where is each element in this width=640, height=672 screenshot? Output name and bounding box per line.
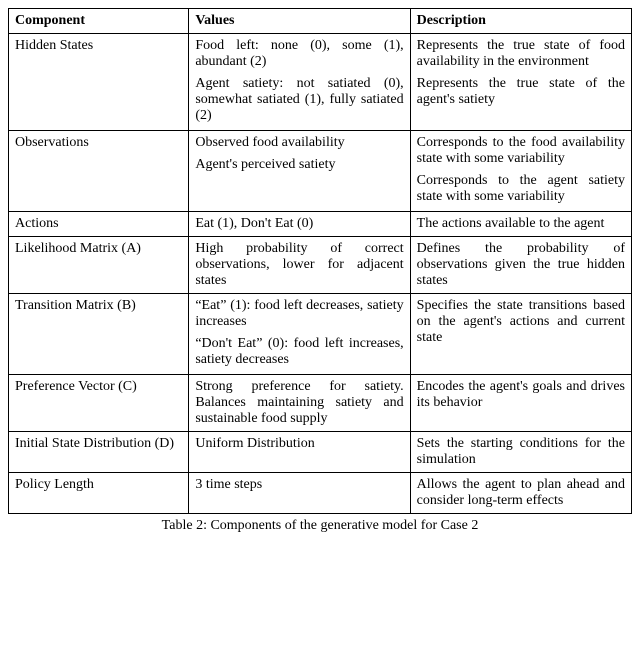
table-row: Policy Length 3 time steps Allows the ag… — [9, 473, 632, 514]
table-row: Likelihood Matrix (A) High probability o… — [9, 237, 632, 294]
table-row: Observations Observed food availability … — [9, 131, 632, 212]
desc-item: Corresponds to the food availability sta… — [417, 135, 625, 169]
col-header-values: Values — [189, 9, 410, 34]
value-item: “Don't Eat” (0): food left increases, sa… — [195, 332, 403, 370]
cell-description: Defines the probability of observations … — [410, 237, 631, 294]
cell-description: The actions available to the agent — [410, 212, 631, 237]
model-components-table: Component Values Description Hidden Stat… — [8, 8, 632, 514]
value-item: Food left: none (0), some (1), abundant … — [195, 38, 403, 72]
cell-values: 3 time steps — [189, 473, 410, 514]
cell-component: Likelihood Matrix (A) — [9, 237, 189, 294]
cell-values: Strong preference for satiety. Balances … — [189, 375, 410, 432]
table-caption: Table 2: Components of the generative mo… — [8, 518, 632, 534]
cell-component: Actions — [9, 212, 189, 237]
cell-description: Corresponds to the food availability sta… — [410, 131, 631, 212]
cell-description: Sets the starting conditions for the sim… — [410, 432, 631, 473]
table-row: Transition Matrix (B) “Eat” (1): food le… — [9, 294, 632, 375]
table-row: Actions Eat (1), Don't Eat (0) The actio… — [9, 212, 632, 237]
col-header-description: Description — [410, 9, 631, 34]
cell-component: Policy Length — [9, 473, 189, 514]
table-header-row: Component Values Description — [9, 9, 632, 34]
col-header-component: Component — [9, 9, 189, 34]
cell-description: Represents the true state of food availa… — [410, 34, 631, 131]
cell-description: Encodes the agent's goals and drives its… — [410, 375, 631, 432]
desc-item: Represents the true state of food availa… — [417, 38, 625, 72]
table-row: Preference Vector (C) Strong preference … — [9, 375, 632, 432]
cell-values: Eat (1), Don't Eat (0) — [189, 212, 410, 237]
cell-values: Uniform Distribution — [189, 432, 410, 473]
cell-values: Food left: none (0), some (1), abundant … — [189, 34, 410, 131]
value-item: “Eat” (1): food left decreases, satiety … — [195, 298, 403, 332]
desc-item: Represents the true state of the agent's… — [417, 72, 625, 110]
cell-component: Hidden States — [9, 34, 189, 131]
cell-values: High probability of correct observations… — [189, 237, 410, 294]
value-item: Agent satiety: not satiated (0), somewha… — [195, 72, 403, 126]
table-row: Initial State Distribution (D) Uniform D… — [9, 432, 632, 473]
cell-component: Preference Vector (C) — [9, 375, 189, 432]
cell-component: Initial State Distribution (D) — [9, 432, 189, 473]
table-row: Hidden States Food left: none (0), some … — [9, 34, 632, 131]
value-item: Agent's perceived satiety — [195, 153, 403, 175]
cell-component: Observations — [9, 131, 189, 212]
cell-values: “Eat” (1): food left decreases, satiety … — [189, 294, 410, 375]
value-item: Observed food availability — [195, 135, 403, 153]
cell-description: Allows the agent to plan ahead and consi… — [410, 473, 631, 514]
cell-values: Observed food availability Agent's perce… — [189, 131, 410, 212]
cell-component: Transition Matrix (B) — [9, 294, 189, 375]
desc-item: Corresponds to the agent satiety state w… — [417, 169, 625, 207]
cell-description: Specifies the state transitions based on… — [410, 294, 631, 375]
